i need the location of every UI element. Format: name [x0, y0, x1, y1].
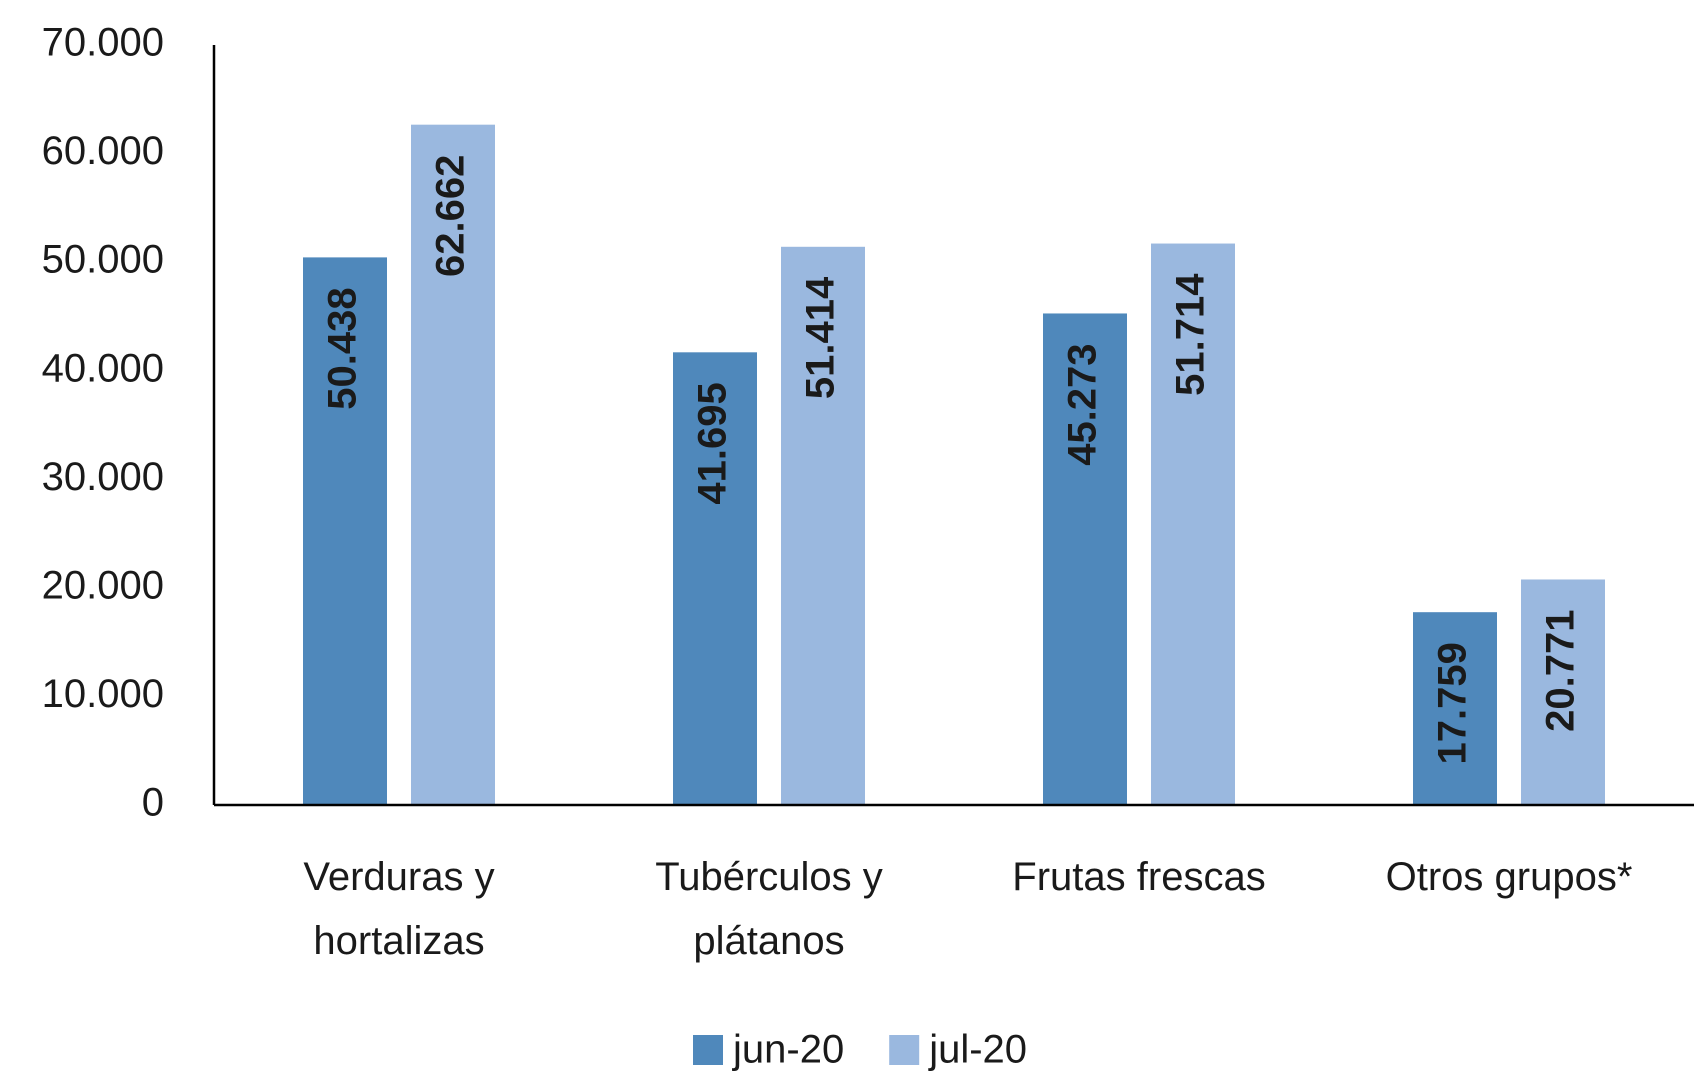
data-label: 50.438 — [321, 287, 365, 409]
data-label: 51.714 — [1169, 273, 1213, 396]
y-tick-label: 30.000 — [42, 455, 164, 499]
bar — [781, 246, 865, 805]
x-tick-label: Otros grupos* — [1385, 855, 1633, 899]
bar — [411, 124, 495, 805]
x-tick-label: Frutas frescas — [1012, 855, 1266, 899]
data-label: 17.759 — [1431, 642, 1475, 764]
legend-swatch — [693, 1035, 723, 1065]
y-tick-label: 50.000 — [42, 238, 164, 282]
y-tick-label: 0 — [142, 781, 164, 825]
legend-label: jun-20 — [732, 1028, 844, 1072]
data-label: 51.414 — [799, 276, 843, 399]
y-tick-label: 40.000 — [42, 346, 164, 390]
bar — [673, 352, 757, 805]
y-tick-label: 70.000 — [42, 21, 164, 65]
x-tick-label: Verduras y hortalizas — [303, 855, 495, 963]
bar — [1521, 579, 1605, 805]
legend-label: jul-20 — [928, 1028, 1027, 1072]
x-tick-label: Tubérculos y plátanos — [655, 855, 883, 963]
data-label: 20.771 — [1539, 609, 1583, 731]
data-label: 41.695 — [691, 382, 735, 504]
data-label: 45.273 — [1061, 343, 1105, 465]
bar — [1413, 612, 1497, 805]
bar — [303, 257, 387, 805]
legend-swatch — [889, 1035, 920, 1065]
bar — [1151, 243, 1235, 806]
y-tick-label: 20.000 — [42, 563, 164, 607]
data-label: 62.662 — [429, 155, 473, 277]
bar — [1043, 313, 1127, 805]
y-tick-label: 60.000 — [42, 129, 164, 173]
y-tick-label: 10.000 — [42, 672, 164, 716]
